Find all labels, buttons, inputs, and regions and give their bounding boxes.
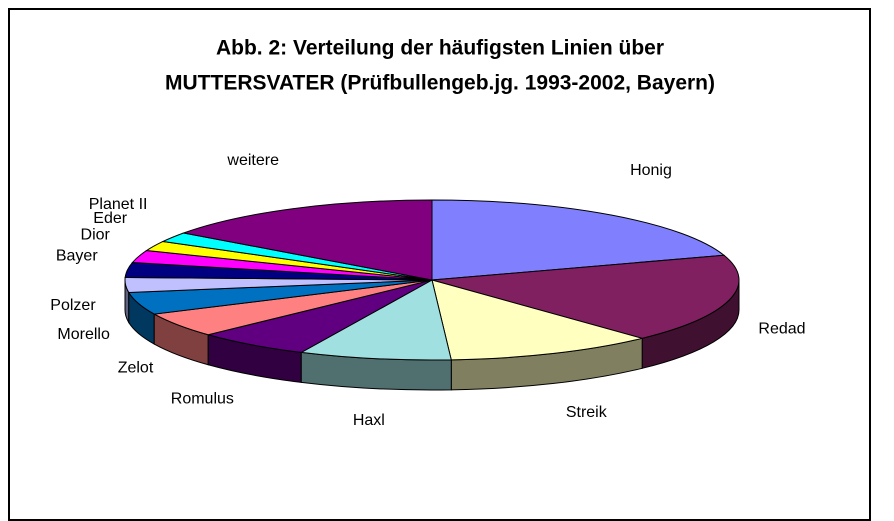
slice	[431, 199, 726, 281]
slice-label: weitere	[226, 152, 279, 169]
slice	[299, 279, 452, 361]
slice-label: Dior	[81, 226, 111, 243]
slice-label: Romulus	[171, 390, 234, 407]
slice-label: Morello	[57, 326, 110, 343]
slice-label: Redad	[758, 320, 805, 337]
slice-label: Polzer	[50, 297, 96, 314]
slice-label: Haxl	[353, 412, 385, 429]
slice-label: Streik	[566, 404, 608, 421]
slice	[181, 199, 433, 281]
slice-label: Zelot	[118, 359, 154, 376]
chart-title: Abb. 2: Verteilung der häufigsten Linien…	[216, 37, 664, 60]
slice	[431, 254, 740, 339]
slice-label: Planet II	[89, 196, 148, 213]
slice-label: Bayer	[56, 248, 98, 265]
chart-title: MUTTERSVATER (Prüfbullengeb.jg. 1993-200…	[165, 72, 715, 95]
slice-label: Honig	[630, 162, 672, 179]
slice-label: Eder	[93, 210, 127, 227]
slice	[431, 279, 645, 361]
